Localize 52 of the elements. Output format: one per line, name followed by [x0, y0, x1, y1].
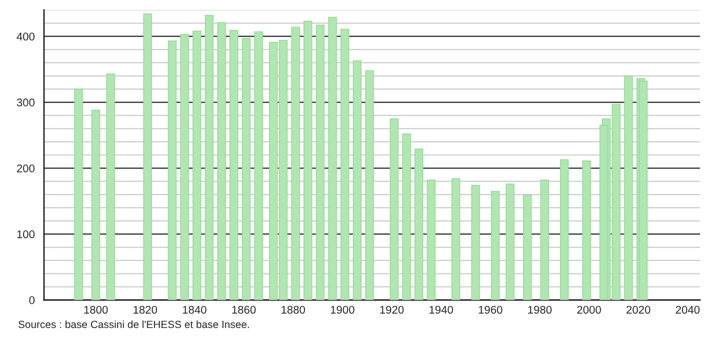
bar [291, 26, 300, 300]
bar [204, 14, 214, 300]
bar [74, 88, 83, 300]
x-tick-label: 1920 [380, 306, 404, 314]
x-tick-label: 1820 [134, 306, 158, 314]
y-tick-label: 400 [16, 32, 35, 40]
bar [106, 74, 115, 300]
bar [316, 24, 325, 300]
x-tick-label: 1800 [84, 306, 108, 314]
bar [91, 110, 100, 300]
x-tick-label: 1900 [330, 306, 354, 314]
bar [451, 178, 460, 300]
x-tick-label: 2040 [676, 306, 700, 314]
x-tick-label: 1840 [182, 306, 206, 314]
source-note: Sources : base Cassini de l'EHESS et base Insee. [18, 320, 249, 328]
bar [340, 28, 350, 300]
bar [352, 60, 362, 300]
bar [168, 40, 177, 300]
bar [192, 30, 202, 300]
bar [254, 31, 263, 300]
bar [638, 80, 648, 300]
bar [624, 75, 633, 300]
x-tick-label: 2020 [626, 306, 650, 314]
bar [471, 184, 480, 300]
y-tick-label: 100 [17, 230, 35, 238]
x-tick-label: 1880 [282, 306, 306, 314]
bar [560, 159, 569, 300]
bar [402, 133, 411, 300]
x-tick-label: 1980 [528, 306, 552, 314]
bar [540, 180, 549, 300]
bar [328, 16, 337, 300]
y-tick-label: 300 [16, 98, 35, 106]
bar [390, 118, 399, 300]
bar [582, 160, 591, 300]
x-tick-label: 1960 [478, 306, 502, 314]
y-tick-label: 200 [16, 164, 35, 172]
x-tick-label: 2000 [577, 306, 601, 314]
bar [490, 190, 500, 300]
bar [180, 34, 189, 300]
bar [414, 148, 424, 300]
bar [426, 180, 436, 300]
bar [217, 22, 226, 300]
x-tick-label: 1860 [232, 306, 256, 314]
bar [506, 184, 514, 300]
bar [365, 70, 374, 300]
bar [304, 20, 312, 300]
bar [143, 14, 152, 300]
y-tick-label: 0 [29, 296, 35, 304]
bar [242, 38, 251, 300]
bar [523, 194, 532, 300]
bar [230, 30, 238, 300]
x-tick-label: 1940 [430, 306, 453, 314]
